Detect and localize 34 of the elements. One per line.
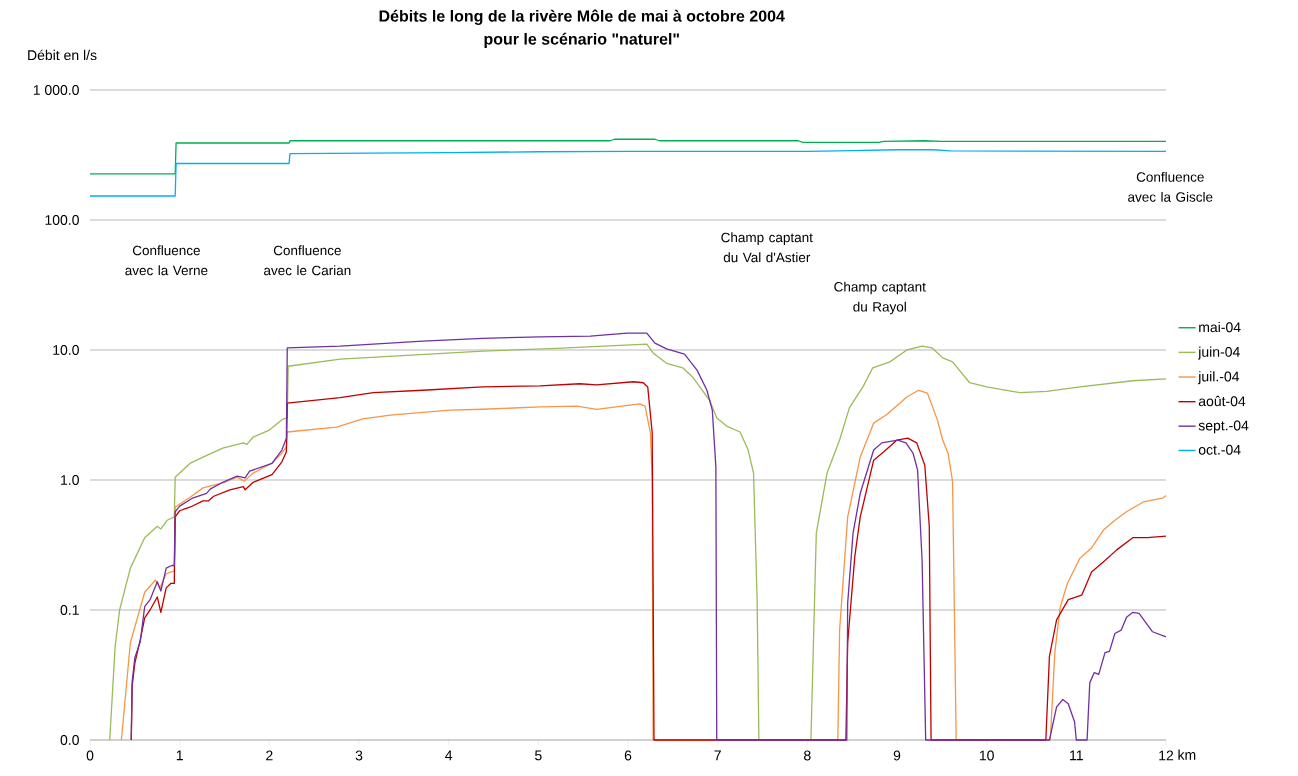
x-tick-label: 7	[714, 750, 721, 761]
legend-label: juin-04	[1197, 346, 1240, 360]
legend-label: oct.-04	[1198, 444, 1241, 455]
x-axis-title: km	[1178, 749, 1196, 760]
x-tick-label: 2	[266, 750, 273, 761]
x-tick-label: 9	[893, 750, 901, 761]
annotation: Champ captant du Rayol	[834, 281, 926, 315]
x-tick-label: 4	[445, 750, 453, 761]
legend-label: juil.-04	[1197, 371, 1240, 385]
y-tick-label: 10.0	[53, 345, 79, 355]
x-tick-label: 12	[1159, 750, 1174, 761]
chart-title: Débits le long de la rivère Môle de mai à octobre 2004	[379, 9, 785, 25]
legend-label: sept.-04	[1198, 420, 1249, 434]
y-tick-label: 1 000.0	[33, 85, 79, 95]
legend-label: mai-04	[1199, 321, 1241, 333]
y-tick-label: 0.1	[60, 605, 79, 615]
x-tick-label: 8	[804, 750, 811, 761]
annotation: Confluence avec le Carian	[264, 245, 351, 276]
x-tick-label: 3	[355, 750, 363, 761]
legend-label: août-04	[1198, 395, 1246, 407]
x-tick-label: 5	[535, 750, 542, 761]
x-tick-label: 11	[1070, 750, 1083, 761]
y-tick-label: 1.0	[61, 475, 79, 485]
chart-subtitle: pour le scénario "naturel"	[484, 32, 679, 48]
annotation: Confluence avec la Giscle	[1128, 171, 1213, 202]
y-tick-label: 0.0	[60, 735, 79, 745]
y-axis-title: Débit en l/s	[28, 49, 97, 61]
x-tick-label: 6	[624, 750, 632, 761]
x-tick-label: 0	[86, 750, 94, 761]
annotation: Confluence avec la Verne	[125, 245, 208, 276]
y-tick-label: 100.0	[45, 215, 79, 225]
x-tick-label: 1	[176, 750, 183, 761]
annotation: Champ captant du Val d'Astier	[721, 232, 813, 263]
x-tick-label: 10	[979, 750, 994, 761]
